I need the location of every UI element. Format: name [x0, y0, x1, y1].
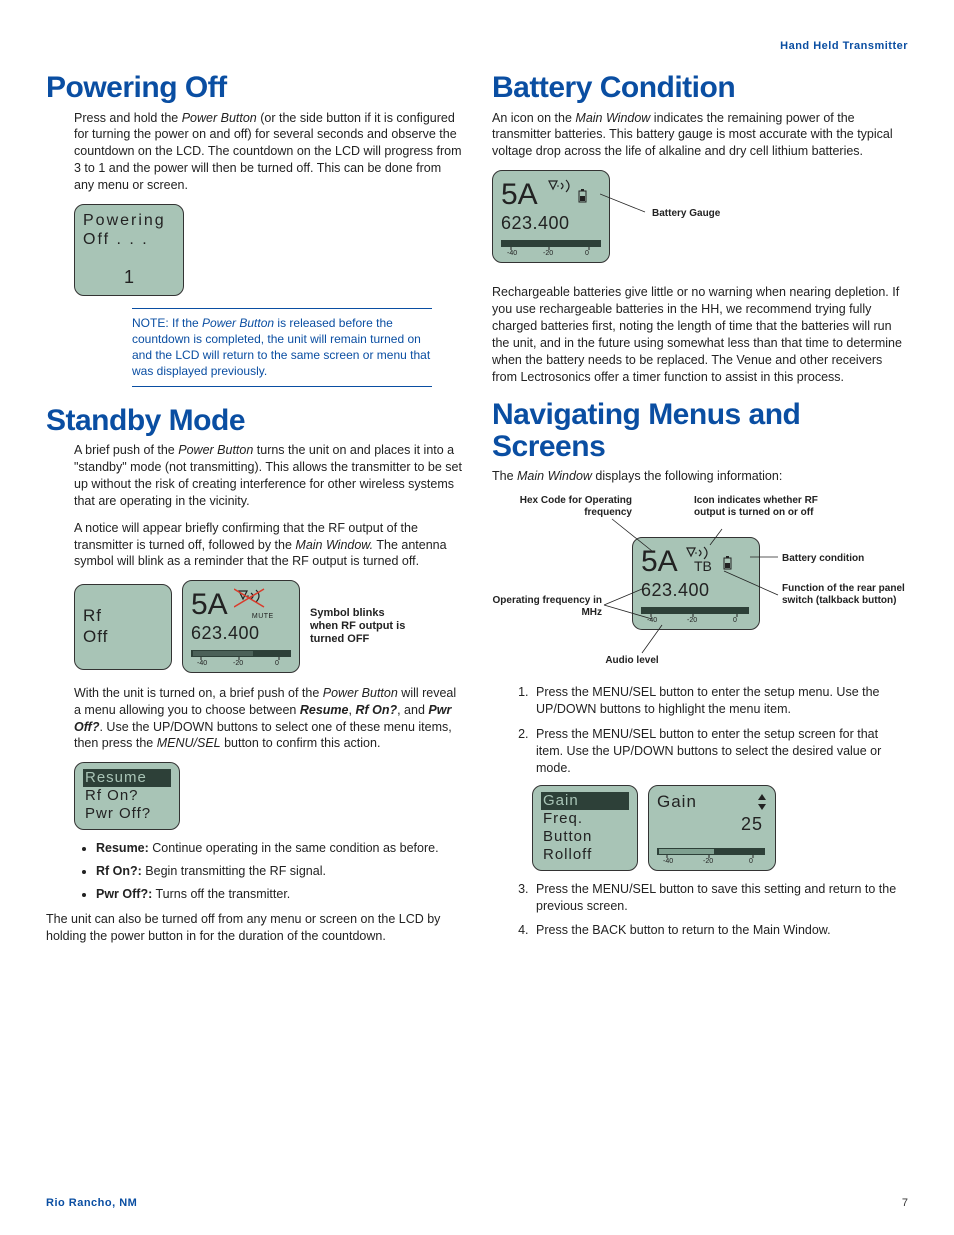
lcd-setup-menu: Gain Freq. Button Rolloff	[532, 785, 638, 871]
nav-steps-2: Press the MENU/SEL button to save this s…	[532, 881, 908, 940]
label-hex-code: Hex Code for Operating frequency	[512, 495, 632, 518]
audio-meter: -40 -20 0	[641, 605, 751, 623]
antenna-battery-tb-icon: TB	[684, 544, 734, 574]
lcd-hex: 5A	[501, 177, 538, 213]
lcd-freq: 623.400	[641, 580, 751, 602]
caption-symbol-blinks: Symbol blinks when RF output is turned O…	[310, 607, 410, 647]
note-block: NOTE: If the Power Button is released be…	[132, 308, 432, 387]
step-2: Press the MENU/SEL button to enter the s…	[532, 726, 908, 777]
updown-icon	[757, 794, 767, 810]
heading-powering-off: Powering Off	[46, 72, 462, 104]
lcd-resume-menu: Resume Rf On? Pwr Off?	[74, 762, 180, 830]
lcd-menu-item: Freq.	[541, 810, 629, 828]
lcd-main-window: 5A TB 623.400	[632, 537, 760, 630]
standby-p3: With the unit is turned on, a brief push…	[74, 685, 462, 753]
right-column: Battery Condition An icon on the Main Wi…	[492, 72, 908, 955]
label-audio-level: Audio level	[592, 655, 672, 667]
audio-meter: -40 -20 0	[501, 238, 601, 256]
standby-p4: The unit can also be turned off from any…	[46, 911, 462, 945]
svg-text:-20: -20	[703, 858, 713, 864]
lcd-rf-off: Rf Off	[74, 584, 172, 670]
label-battery-cond: Battery condition	[782, 553, 892, 565]
battery-p1: An icon on the Main Window indicates the…	[492, 110, 908, 161]
svg-text:0: 0	[749, 858, 753, 864]
lcd-gain-value: 25	[657, 814, 763, 836]
audio-meter: -40 -20 0	[657, 846, 767, 864]
svg-text:0: 0	[733, 617, 737, 623]
lcd-mute: MUTE	[234, 613, 274, 621]
page-footer: Rio Rancho, NM 7	[46, 1197, 908, 1209]
svg-text:-40: -40	[197, 660, 207, 666]
lcd-text: Off	[83, 627, 163, 647]
heading-standby-mode: Standby Mode	[46, 405, 462, 437]
lcd-gain-screen: Gain 25 -40 -20 0	[648, 785, 776, 871]
lcd-tb: TB	[694, 558, 712, 574]
lcd-powering-off: Powering Off . . . 1	[74, 204, 184, 296]
lcd-countdown: 1	[83, 267, 175, 289]
svg-text:0: 0	[585, 250, 589, 256]
powering-off-paragraph: Press and hold the Power Button (or the …	[74, 110, 462, 194]
lcd-text: Powering	[83, 211, 175, 230]
footer-page-number: 7	[902, 1197, 908, 1209]
lcd-text: Rf	[83, 606, 163, 626]
lcd-menu-item: Pwr Off?	[83, 805, 171, 823]
lcd-gain-title: Gain	[657, 792, 697, 812]
lcd-text: Off . . .	[83, 230, 175, 249]
label-battery-gauge: Battery Gauge	[652, 208, 720, 220]
lcd-menu-item: Rf On?	[83, 787, 171, 805]
lcd-menu-item: Resume	[83, 769, 171, 787]
resume-options-list: Resume: Continue operating in the same c…	[96, 840, 462, 903]
heading-navigating-menus: Navigating Menus and Screens	[492, 399, 908, 462]
footer-location: Rio Rancho, NM	[46, 1197, 137, 1209]
svg-text:-20: -20	[233, 660, 243, 666]
standby-p2: A notice will appear briefly confirming …	[74, 520, 462, 571]
lcd-battery: 5A 623.400	[492, 170, 610, 263]
antenna-icon	[234, 587, 274, 613]
left-column: Powering Off Press and hold the Power Bu…	[46, 72, 462, 955]
svg-text:-40: -40	[507, 250, 517, 256]
label-rear-switch: Function of the rear panel switch (talkb…	[782, 583, 912, 606]
svg-text:-20: -20	[687, 617, 697, 623]
lcd-standby-main: 5A MUTE 623.400	[182, 580, 300, 673]
lcd-hex: 5A	[191, 587, 228, 623]
battery-p2: Rechargeable batteries give little or no…	[492, 284, 908, 385]
lcd-freq: 623.400	[191, 623, 291, 645]
nav-p1: The Main Window displays the following i…	[492, 468, 908, 485]
svg-text:-20: -20	[543, 250, 553, 256]
svg-text:-40: -40	[647, 617, 657, 623]
lcd-menu-item: Button	[541, 828, 629, 846]
svg-text:-40: -40	[663, 858, 673, 864]
svg-text:0: 0	[275, 660, 279, 666]
lcd-freq: 623.400	[501, 213, 601, 235]
lcd-menu-item: Rolloff	[541, 846, 629, 864]
standby-p1: A brief push of the Power Button turns t…	[74, 442, 462, 510]
nav-steps: Press the MENU/SEL button to enter the s…	[532, 684, 908, 776]
lcd-menu-item: Gain	[541, 792, 629, 810]
page-header: Hand Held Transmitter	[46, 40, 908, 52]
label-op-freq: Operating frequency in MHz	[492, 595, 602, 618]
step-3: Press the MENU/SEL button to save this s…	[532, 881, 908, 915]
label-rf-icon: Icon indicates whether RF output is turn…	[694, 495, 834, 518]
heading-battery-condition: Battery Condition	[492, 72, 908, 104]
step-4: Press the BACK button to return to the M…	[532, 922, 908, 939]
antenna-battery-icon	[546, 177, 590, 203]
lcd-hex: 5A	[641, 544, 678, 580]
step-1: Press the MENU/SEL button to enter the s…	[532, 684, 908, 718]
audio-meter: -40 -20 0	[191, 648, 291, 666]
